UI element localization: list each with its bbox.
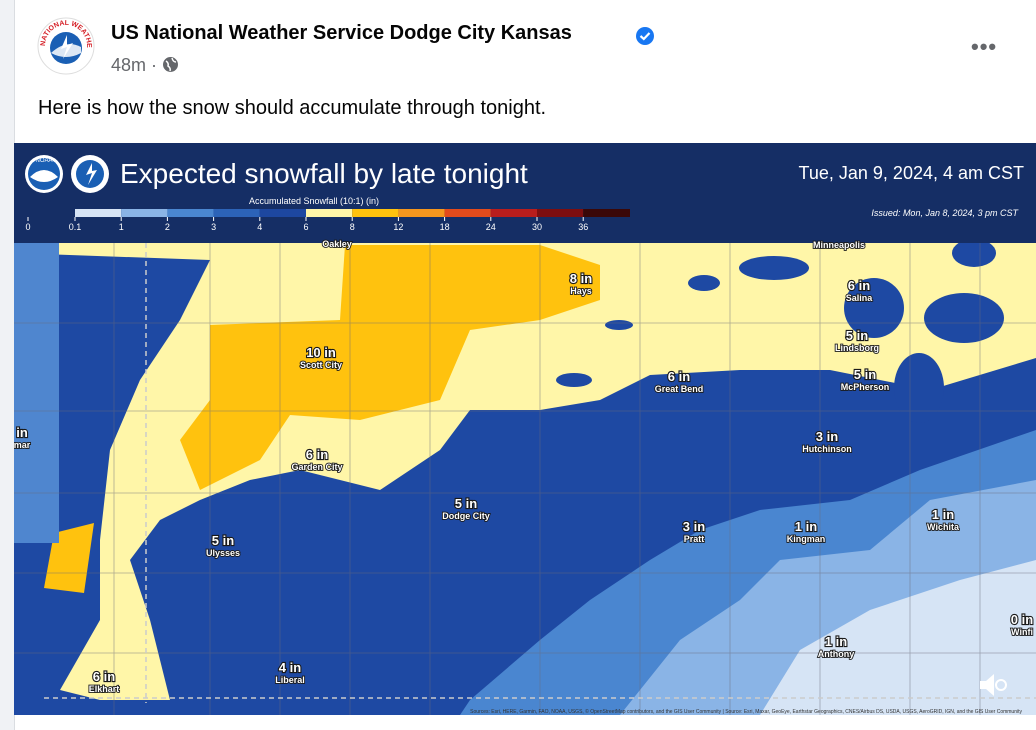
issued-label: Issued: Mon, Jan 8, 2024, 3 pm CST	[871, 208, 1019, 218]
globe-icon	[163, 57, 179, 72]
legend-swatch	[444, 209, 491, 217]
attribution: Sources: Esri, HERE, Garmin, FAO, NOAA, …	[470, 708, 1022, 715]
map-title: Expected snowfall by late tonight	[120, 158, 528, 189]
snow-amount: 5 in	[846, 328, 868, 343]
separator: ·	[151, 55, 158, 75]
legend-label: 2	[165, 222, 170, 232]
snow-amount: 5 in	[854, 367, 876, 382]
place-name: Ulysses	[206, 548, 240, 558]
legend-label: 6	[303, 222, 308, 232]
snow-amount: 1 in	[825, 634, 847, 649]
legend-label: 8	[350, 222, 355, 232]
post-time[interactable]: 48m	[111, 55, 147, 75]
place-name: McPherson	[841, 382, 890, 392]
place-name: Oakley	[322, 239, 352, 249]
snow-amount: 3 in	[683, 519, 705, 534]
place-name: Scott City	[300, 360, 342, 370]
legend-title: Accumulated Snowfall (10:1) (in)	[249, 196, 379, 206]
legend-label: 3	[211, 222, 216, 232]
map-date: Tue, Jan 9, 2024, 4 am CST	[799, 163, 1024, 183]
snow-amount: 6 in	[668, 369, 690, 384]
legend-swatch	[352, 209, 399, 217]
county-lines	[14, 243, 1036, 715]
legend-label: 4	[257, 222, 262, 232]
place-name: Lindsborg	[835, 343, 879, 353]
place-name: Pratt	[684, 534, 705, 544]
legend-label: 12	[393, 222, 403, 232]
legend-label: 0.1	[69, 222, 82, 232]
legend-label: 0	[25, 222, 30, 232]
place-name: mar	[14, 440, 31, 450]
legend-swatch	[213, 209, 260, 217]
snow-amount: in	[16, 425, 28, 440]
legend-swatch	[537, 209, 584, 217]
place-name: Minneapolis	[813, 240, 865, 250]
place-name: Great Bend	[655, 384, 704, 394]
more-options[interactable]: •••	[971, 34, 998, 59]
legend-swatch	[583, 209, 630, 217]
snow-amount: 5 in	[455, 496, 477, 511]
snow-amount: 1 in	[795, 519, 817, 534]
place-name: Hutchinson	[802, 444, 852, 454]
legend-label: 36	[578, 222, 588, 232]
snow-amount: 5 in	[212, 533, 234, 548]
snow-amount: 4 in	[279, 660, 301, 675]
snowfall-map[interactable]: NOAA Expected snowfall by late tonight T…	[14, 143, 1036, 715]
verified-badge	[636, 27, 654, 45]
legend-label: 24	[486, 222, 496, 232]
snow-amount: 3 in	[816, 429, 838, 444]
legend-label: 30	[532, 222, 542, 232]
snow-amount: 1 in	[932, 507, 954, 522]
legend-label: 1	[119, 222, 124, 232]
place-name: Kingman	[787, 534, 826, 544]
legend: 0 0.1 1 2 3 4 6 8 12 18 24 30 36	[25, 209, 630, 232]
author-name[interactable]: US National Weather Service Dodge City K…	[111, 22, 572, 44]
place-name: Salina	[846, 293, 874, 303]
snow-amount: 6 in	[93, 669, 115, 684]
place-name: Anthony	[818, 649, 855, 659]
legend-swatch	[398, 209, 445, 217]
place-name: Winfi	[1011, 627, 1033, 637]
snow-amount: 6 in	[306, 447, 328, 462]
post-meta: 48m ·	[111, 55, 179, 76]
place-name: Garden City	[291, 462, 342, 472]
noaa-label: NOAA	[35, 158, 52, 164]
header-banner	[14, 143, 1036, 243]
place-name: Hays	[570, 286, 592, 296]
mute-button[interactable]	[980, 674, 1007, 696]
snow-amount: 0 in	[1011, 612, 1033, 627]
legend-swatch	[75, 209, 122, 217]
place-name: Wichita	[927, 522, 960, 532]
legend-swatch	[167, 209, 214, 217]
snow-amount: 6 in	[848, 278, 870, 293]
legend-swatch	[490, 209, 537, 217]
avatar[interactable]: NATIONAL WEATHER SERVICE	[37, 17, 95, 75]
place-name: Dodge City	[442, 511, 490, 521]
place-name: Liberal	[275, 675, 305, 685]
place-name: Elkhart	[89, 684, 120, 694]
snow-amount: 8 in	[570, 271, 592, 286]
snow-amount: 10 in	[306, 345, 336, 360]
legend-swatch	[259, 209, 306, 217]
legend-swatch	[306, 209, 353, 217]
post-text: Here is how the snow should accumulate t…	[38, 97, 547, 119]
legend-label: 18	[440, 222, 450, 232]
legend-swatch	[121, 209, 168, 217]
